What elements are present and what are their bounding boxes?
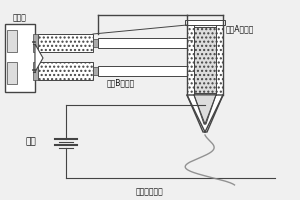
Polygon shape <box>35 44 43 72</box>
Bar <box>38 34 93 52</box>
Bar <box>98 38 192 48</box>
Bar <box>194 27 216 93</box>
Text: 组分A纺丝液: 组分A纺丝液 <box>226 24 254 33</box>
Bar <box>5 24 35 92</box>
Bar <box>98 66 192 76</box>
Bar <box>187 25 223 95</box>
Text: 组分B纺丝液: 组分B纺丝液 <box>107 78 135 88</box>
Bar <box>93 39 98 47</box>
Bar <box>7 30 17 52</box>
Bar <box>38 62 93 80</box>
Bar <box>93 67 98 75</box>
Bar <box>33 62 38 80</box>
Bar <box>185 20 225 25</box>
Polygon shape <box>194 95 216 124</box>
Text: 高压: 高压 <box>25 138 36 146</box>
Bar <box>7 62 17 84</box>
Text: 静电纺丝原理: 静电纺丝原理 <box>136 188 164 196</box>
Text: 注射泵: 注射泵 <box>13 13 27 22</box>
Bar <box>33 34 38 52</box>
Polygon shape <box>187 95 223 132</box>
